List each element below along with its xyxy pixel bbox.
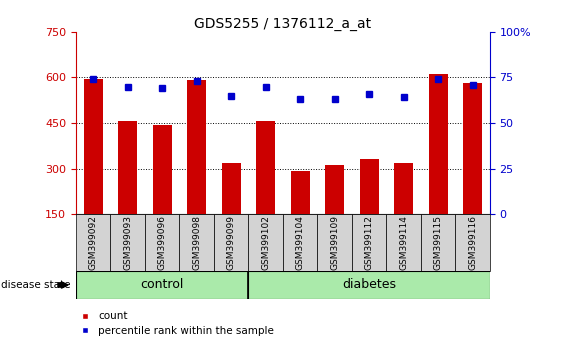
- Bar: [283, 214, 318, 271]
- Bar: [352, 214, 386, 271]
- Text: GSM399098: GSM399098: [192, 215, 201, 270]
- Bar: [180, 214, 214, 271]
- Bar: [455, 214, 490, 271]
- Bar: [84, 79, 102, 214]
- Bar: [248, 214, 283, 271]
- Bar: [248, 271, 490, 299]
- Text: GSM399115: GSM399115: [434, 215, 443, 270]
- Text: GSM399112: GSM399112: [365, 215, 374, 270]
- Bar: [118, 121, 137, 214]
- Bar: [76, 214, 110, 271]
- Bar: [222, 163, 240, 214]
- Bar: [110, 214, 145, 271]
- Title: GDS5255 / 1376112_a_at: GDS5255 / 1376112_a_at: [194, 17, 372, 31]
- Text: GSM399109: GSM399109: [330, 215, 339, 270]
- Text: GSM399092: GSM399092: [89, 215, 98, 270]
- Text: GSM399093: GSM399093: [123, 215, 132, 270]
- Bar: [325, 165, 344, 214]
- Text: control: control: [141, 279, 184, 291]
- Bar: [214, 214, 248, 271]
- Text: GSM399102: GSM399102: [261, 215, 270, 270]
- Bar: [291, 171, 310, 214]
- Text: GSM399099: GSM399099: [227, 215, 236, 270]
- Bar: [394, 162, 413, 214]
- Bar: [463, 83, 482, 214]
- Bar: [145, 214, 180, 271]
- Text: GSM399114: GSM399114: [399, 215, 408, 270]
- Bar: [421, 214, 455, 271]
- Legend: count, percentile rank within the sample: count, percentile rank within the sample: [81, 312, 274, 336]
- Bar: [153, 125, 172, 214]
- Bar: [318, 214, 352, 271]
- Bar: [187, 80, 206, 214]
- Text: GSM399104: GSM399104: [296, 215, 305, 270]
- Text: GSM399116: GSM399116: [468, 215, 477, 270]
- Text: diabetes: diabetes: [342, 279, 396, 291]
- Bar: [256, 121, 275, 214]
- Bar: [386, 214, 421, 271]
- Bar: [428, 74, 448, 214]
- Text: GSM399096: GSM399096: [158, 215, 167, 270]
- Text: disease state: disease state: [1, 280, 70, 290]
- Bar: [360, 159, 378, 214]
- Bar: [76, 271, 248, 299]
